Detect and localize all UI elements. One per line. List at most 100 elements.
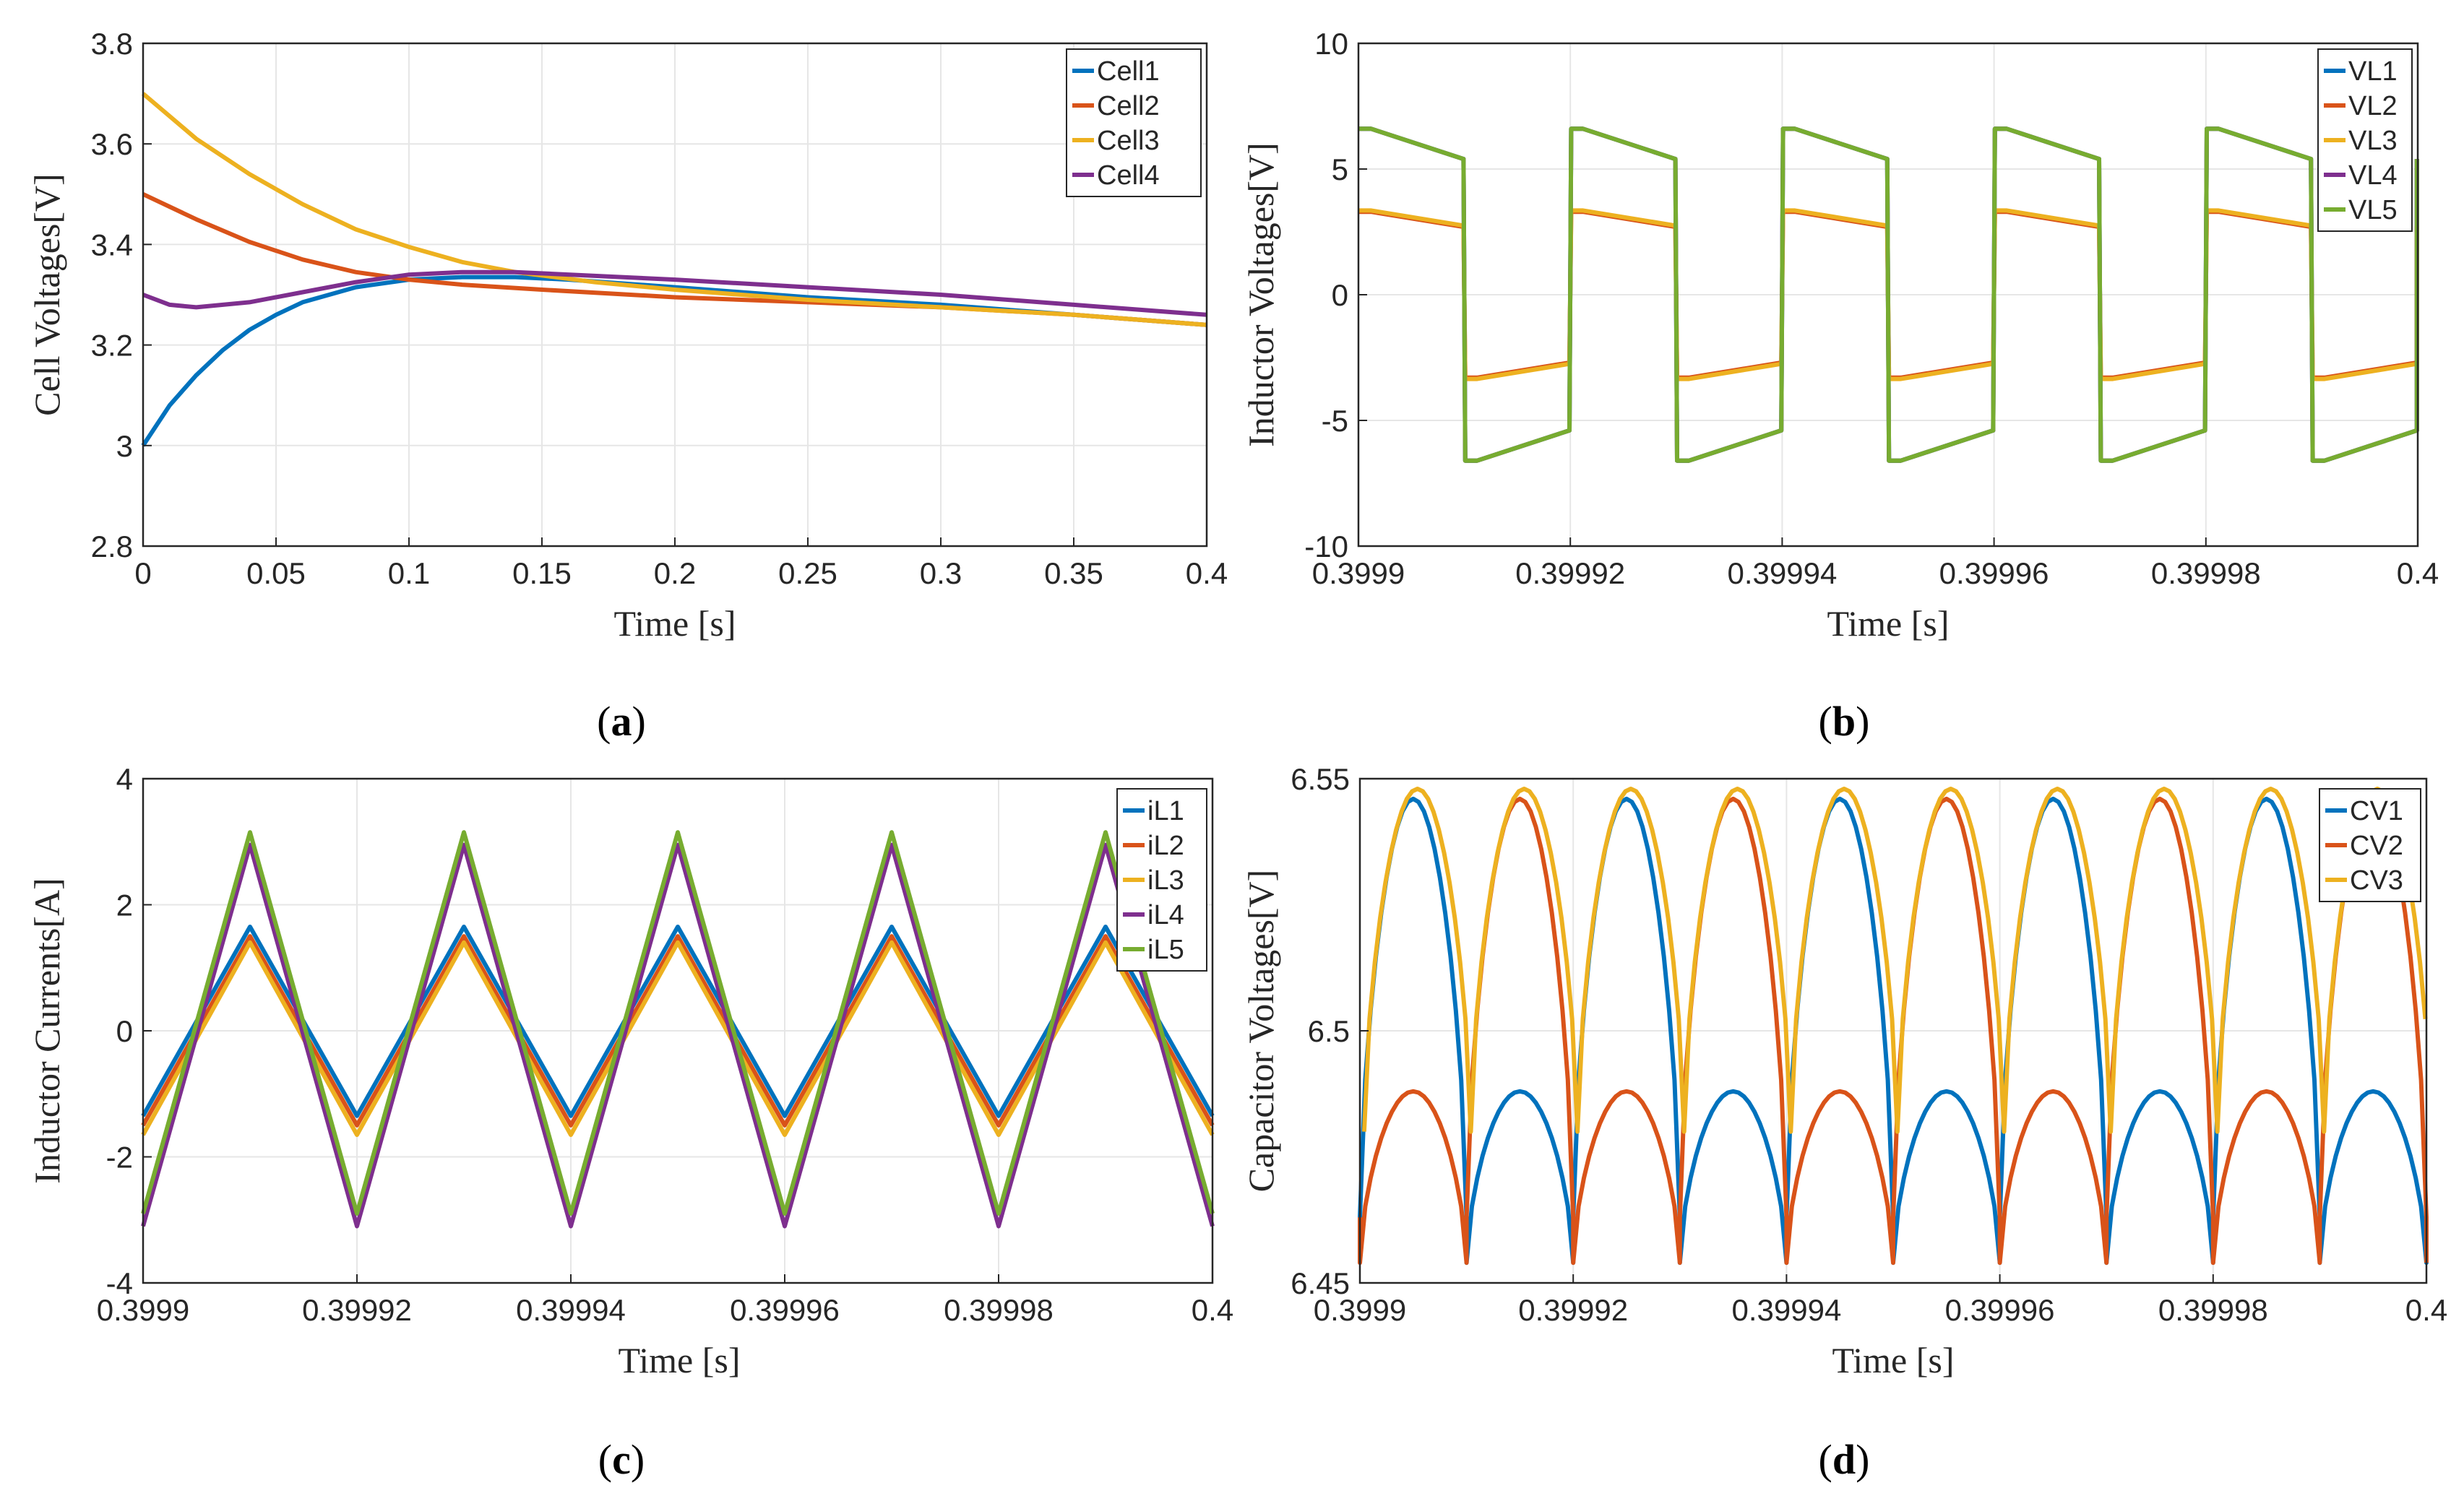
y-tick-labels: 2.8 3 3.2 3.4 3.6 3.8: [91, 27, 152, 563]
x-tick-label: 0.39996: [1945, 1293, 2055, 1327]
y-axis-label: Inductor Voltages[V]: [1241, 142, 1281, 447]
panel-c-inductor-currents: 0.3999 0.39992 0.39994 0.39996 0.39998 0.4 -4…: [27, 762, 1233, 1483]
x-tick-label: 0.39996: [730, 1293, 840, 1327]
y-tick-label: 4: [116, 762, 133, 796]
x-tick-label: 0.35: [1044, 556, 1103, 590]
y-tick-labels: -4 -2 0 2 4: [106, 762, 152, 1300]
x-tick-label: 0.05: [246, 556, 306, 590]
caption-letter: c: [612, 1436, 631, 1483]
legend-label: iL2: [1147, 831, 1184, 861]
y-tick-label: 0: [116, 1014, 133, 1048]
caption-d: (d): [1819, 1436, 1870, 1483]
caption-letter: d: [1832, 1436, 1856, 1483]
x-tick-labels: 0 0.05 0.1 0.15 0.2 0.25 0.3 0.35 0.4: [134, 537, 1228, 590]
y-tick-label: 3: [116, 429, 133, 463]
x-tick-label: 0.1: [388, 556, 430, 590]
series-line-il4: [141, 842, 1215, 1229]
x-tick-label: 0.39992: [1518, 1293, 1628, 1327]
panel-b-inductor-voltages: 0.3999 0.39992 0.39994 0.39996 0.39998 0.4 -1…: [1241, 27, 2439, 745]
series-line-vl5: [1358, 126, 2419, 463]
y-tick-label: 6.55: [1291, 762, 1350, 796]
y-tick-label: -10: [1304, 529, 1348, 563]
legend-label: VL3: [2348, 126, 2398, 156]
y-tick-label: 3.2: [91, 329, 133, 363]
x-tick-label: 0.39998: [2151, 556, 2261, 590]
y-tick-label: 3.6: [91, 127, 133, 161]
x-tick-label: 0: [134, 556, 151, 590]
series-lines: [1358, 787, 2429, 1266]
x-tick-label: 0.2: [654, 556, 696, 590]
x-tick-label: 0.4: [2405, 1293, 2447, 1327]
legend-label: iL5: [1147, 935, 1184, 965]
legend: CV1 CV2 CV3: [2319, 788, 2421, 902]
legend-label: CV1: [2350, 796, 2403, 826]
legend-label: iL4: [1147, 900, 1184, 930]
legend-label: VL4: [2348, 160, 2398, 191]
series-line-cell4: [142, 269, 1207, 317]
x-tick-label: 0.39996: [1939, 556, 2049, 590]
y-tick-label: -4: [106, 1266, 133, 1300]
x-tick-labels: 0.3999 0.39992 0.39994 0.39996 0.39998 0.4: [1314, 1274, 2447, 1327]
y-axis-label: Inductor Currents[A]: [27, 878, 67, 1184]
x-tick-label: 0.4: [1186, 556, 1228, 590]
x-tick-label: 0.39992: [302, 1293, 412, 1327]
legend-box: [1066, 48, 1202, 197]
x-axis-label: Time [s]: [1832, 1340, 1954, 1380]
legend-label: iL1: [1147, 796, 1184, 826]
y-tick-label: -5: [1322, 404, 1348, 438]
series-line-cell3: [142, 92, 1207, 327]
series-line-il3: [141, 940, 1215, 1137]
panel-d-capacitor-voltages: 0.3999 0.39992 0.39994 0.39996 0.39998 0.4 6.…: [1241, 762, 2447, 1483]
y-tick-labels: -10 -5 0 5 10: [1304, 27, 1367, 563]
x-tick-label: 0.39992: [1515, 556, 1625, 590]
legend-label: Cell3: [1097, 126, 1160, 156]
y-tick-label: 10: [1314, 27, 1348, 61]
legend-label: Cell2: [1097, 91, 1160, 121]
legend: Cell1 Cell2 Cell3 Cell4: [1066, 48, 1202, 197]
x-tick-label: 0.4: [2397, 556, 2439, 590]
y-tick-label: 6.45: [1291, 1266, 1350, 1300]
series-line-cv3: [1361, 787, 2428, 1134]
x-tick-label: 0.3999: [97, 1293, 189, 1327]
x-tick-label: 0.15: [512, 556, 572, 590]
y-tick-label: 3.8: [91, 27, 133, 61]
y-tick-label: 5: [1332, 152, 1348, 186]
x-tick-label: 0.39998: [944, 1293, 1054, 1327]
x-tick-label: 0.3: [920, 556, 962, 590]
x-tick-label: 0.39994: [516, 1293, 626, 1327]
y-axis-label: Cell Voltages[V]: [27, 173, 67, 416]
y-axis-label: Capacitor Voltages[V]: [1241, 870, 1281, 1193]
legend-label: VL1: [2348, 56, 2398, 87]
x-axis-label: Time [s]: [613, 603, 736, 644]
series-line-il2: [141, 934, 1215, 1128]
legend-label: CV2: [2350, 831, 2403, 861]
x-tick-labels: 0.3999 0.39992 0.39994 0.39996 0.39998 0.4: [97, 1274, 1233, 1327]
series-line-cv2: [1358, 796, 2429, 1266]
y-tick-label: 3.4: [91, 228, 133, 261]
y-tick-label: 2: [116, 888, 133, 922]
x-tick-labels: 0.3999 0.39992 0.39994 0.39996 0.39998 0.4: [1312, 537, 2439, 590]
x-tick-label: 0.3999: [1312, 556, 1405, 590]
x-axis-label: Time [s]: [618, 1340, 740, 1380]
x-tick-label: 0.39994: [1727, 556, 1837, 590]
legend-label: VL2: [2348, 91, 2398, 121]
legend: VL1 VL2 VL3 VL4 VL5: [2317, 48, 2413, 232]
x-tick-label: 0.3999: [1314, 1293, 1406, 1327]
legend-label: Cell1: [1097, 56, 1160, 87]
series-line-il5: [141, 830, 1215, 1216]
legend: iL1 iL2 iL3 iL4 iL5: [1116, 788, 1207, 972]
caption-b: (b): [1819, 698, 1870, 745]
series-line-il1: [141, 925, 1215, 1118]
caption-letter: b: [1832, 698, 1856, 745]
x-tick-label: 0.39994: [1731, 1293, 1841, 1327]
caption-a: (a): [597, 698, 646, 745]
legend-label: iL3: [1147, 865, 1184, 896]
caption-letter: a: [611, 698, 632, 745]
y-tick-label: 0: [1332, 278, 1348, 312]
series-lines: [1358, 126, 2419, 463]
caption-c: (c): [598, 1436, 645, 1483]
y-tick-label: 6.5: [1308, 1014, 1350, 1048]
legend-label: Cell4: [1097, 160, 1160, 191]
y-tick-labels: 6.45 6.5 6.55: [1291, 762, 1369, 1300]
